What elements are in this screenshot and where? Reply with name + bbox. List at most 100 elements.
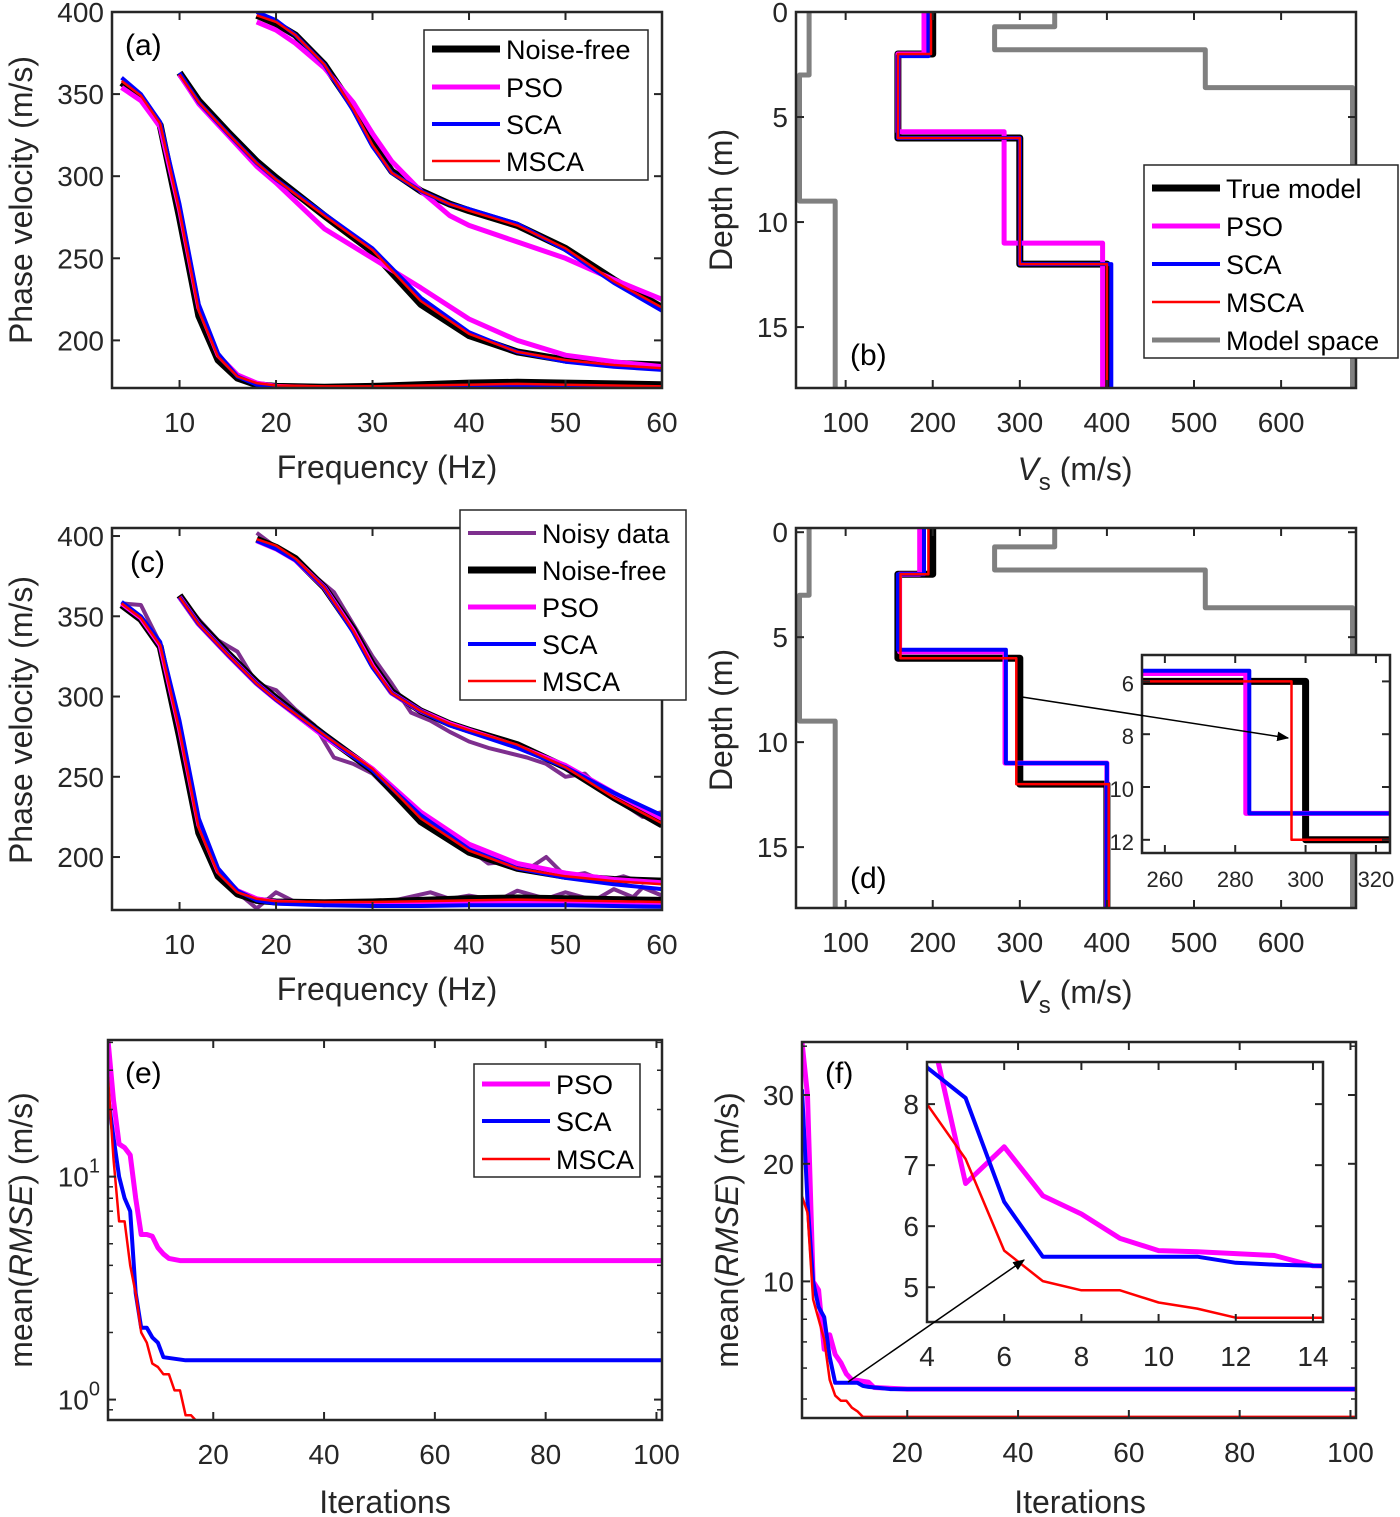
panel-a: 10 20 30 40 50 60 200 250 300 350 400 (a) Frequency …	[3, 0, 678, 485]
axes-frame	[110, 526, 664, 912]
x-tick-label: 280	[1217, 867, 1254, 892]
y-tick-label: 350	[57, 79, 104, 110]
x-tick-label: 100	[1327, 1437, 1374, 1468]
legend-entry: PSO	[1226, 212, 1283, 242]
series-line-msca	[802, 1195, 1356, 1418]
x-tick-label: 50	[550, 407, 581, 438]
y-axis-label-part: ) (m/s)	[709, 1092, 745, 1184]
legend-entry: Noisy data	[542, 519, 671, 549]
x-axis-label: Iterations	[319, 1484, 451, 1517]
x-axis-label-part: V	[1017, 451, 1041, 487]
y-tick-label: 300	[57, 682, 104, 713]
series-line-msca	[120, 602, 662, 904]
series-line-model-space	[992, 528, 1355, 908]
series-line-msca	[899, 528, 1110, 908]
legend-entry: PSO	[506, 73, 563, 103]
panel-d: 100 200 300 400 500 600 0 5 10 15 (d) Vs (m/s) Depth…	[703, 517, 1394, 1019]
x-tick-label: 6	[996, 1341, 1012, 1372]
x-axis-label: Vs (m/s)	[1017, 974, 1132, 1019]
x-tick-label: 80	[530, 1439, 561, 1470]
panel-label: (e)	[125, 1057, 162, 1090]
y-tick-label: 5	[772, 622, 788, 653]
y-tick-label: 6	[903, 1211, 919, 1242]
y-axis-label-part: mean(	[3, 1277, 39, 1368]
y-tick-label: 15	[757, 312, 788, 343]
x-axis-label-part: s	[1039, 469, 1051, 496]
y-axis-label-part: Phase velocity (m/s)	[3, 576, 39, 864]
x-tick-label: 10	[164, 407, 195, 438]
y-tick-label: 20	[763, 1149, 794, 1180]
x-tick-label: 50	[550, 929, 581, 960]
legend-entry: SCA	[506, 110, 562, 140]
series-line-msca	[178, 73, 662, 370]
axes-frame	[110, 10, 664, 390]
y-tick-label: 350	[57, 601, 104, 632]
y-axis-label-part: mean(	[709, 1277, 745, 1368]
series-line-model-space	[797, 528, 838, 908]
y-tick-label: 100	[58, 1379, 100, 1416]
x-tick-label: 60	[646, 407, 677, 438]
series-line-msca	[896, 12, 1109, 388]
series-line-model-space	[797, 12, 838, 388]
x-axis-label-part: Iterations	[1014, 1484, 1146, 1517]
legend-entry: SCA	[542, 630, 598, 660]
y-tick-label: 300	[57, 161, 104, 192]
y-tick-label: 200	[57, 842, 104, 873]
y-axis-label: Phase velocity (m/s)	[3, 56, 39, 344]
x-tick-label: 40	[453, 929, 484, 960]
inset-frame	[925, 1060, 1325, 1324]
x-axis-label-part: V	[1017, 974, 1041, 1010]
y-tick-label: 5	[772, 102, 788, 133]
y-tick-label: 15	[757, 832, 788, 863]
x-axis-label-part: (m/s)	[1051, 451, 1133, 487]
inset-background	[927, 1062, 1323, 1322]
legend-entry: MSCA	[506, 147, 584, 177]
y-tick-label: 8	[1122, 724, 1134, 749]
x-tick-label: 300	[996, 407, 1043, 438]
x-tick-label: 30	[357, 407, 388, 438]
series-line-msca	[178, 596, 662, 886]
x-tick-label: 40	[453, 407, 484, 438]
legend-entry: MSCA	[1226, 288, 1304, 318]
x-tick-label: 400	[1084, 927, 1131, 958]
zoom-arrow	[847, 1259, 1025, 1383]
x-tick-label: 4	[919, 1341, 935, 1372]
y-tick-label: 400	[57, 521, 104, 552]
panel-b: 100 200 300 400 500 600 0 5 10 15 (b) Vs (m/s) Depth…	[703, 0, 1399, 496]
x-tick-label: 80	[1224, 1437, 1255, 1468]
panel-label: (d)	[850, 862, 887, 895]
x-tick-label: 20	[892, 1437, 923, 1468]
y-tick-label: 0	[772, 0, 788, 28]
y-tick-label: 6	[1122, 671, 1134, 696]
legend: Noise-free PSO SCA MSCA	[423, 29, 649, 181]
inset-frame	[1140, 653, 1392, 855]
series-line-pso	[255, 19, 662, 302]
x-axis-label-part: Iterations	[319, 1484, 451, 1517]
x-tick-label: 60	[1113, 1437, 1144, 1468]
panel-label: (b)	[850, 339, 887, 372]
x-tick-label: 200	[909, 407, 956, 438]
x-tick-label: 60	[646, 929, 677, 960]
series-line-msca	[256, 14, 662, 309]
y-axis-label: Depth (m)	[703, 129, 739, 271]
x-tick-label: 10	[1143, 1341, 1174, 1372]
x-tick-label: 300	[996, 927, 1043, 958]
axes-frame	[106, 1038, 664, 1422]
y-tick-label: 5	[903, 1272, 919, 1303]
x-tick-label: 200	[909, 927, 956, 958]
y-tick-label: 10	[757, 727, 788, 758]
legend-entry: SCA	[556, 1107, 612, 1137]
x-axis-label: Frequency (Hz)	[277, 449, 498, 485]
x-tick-label: 300	[1287, 867, 1324, 892]
x-axis-label-part: (m/s)	[1051, 974, 1133, 1010]
y-axis-label-part: RMSE	[3, 1184, 39, 1277]
legend-box	[423, 29, 649, 181]
tick-exponent: 1	[89, 1156, 100, 1178]
legend-entry: PSO	[556, 1070, 613, 1100]
panel-f: 20 40 60 80 100 10 20 30 (f) Iterations mean(RMSE)…	[709, 1040, 1374, 1517]
series-line-true-model	[894, 528, 1111, 908]
y-tick-label: 400	[57, 0, 104, 28]
legend-entry: Noise-free	[542, 556, 667, 586]
panel-c: 10 20 30 40 50 60 200 250 300 350 400 (c) Frequency …	[3, 509, 687, 1007]
